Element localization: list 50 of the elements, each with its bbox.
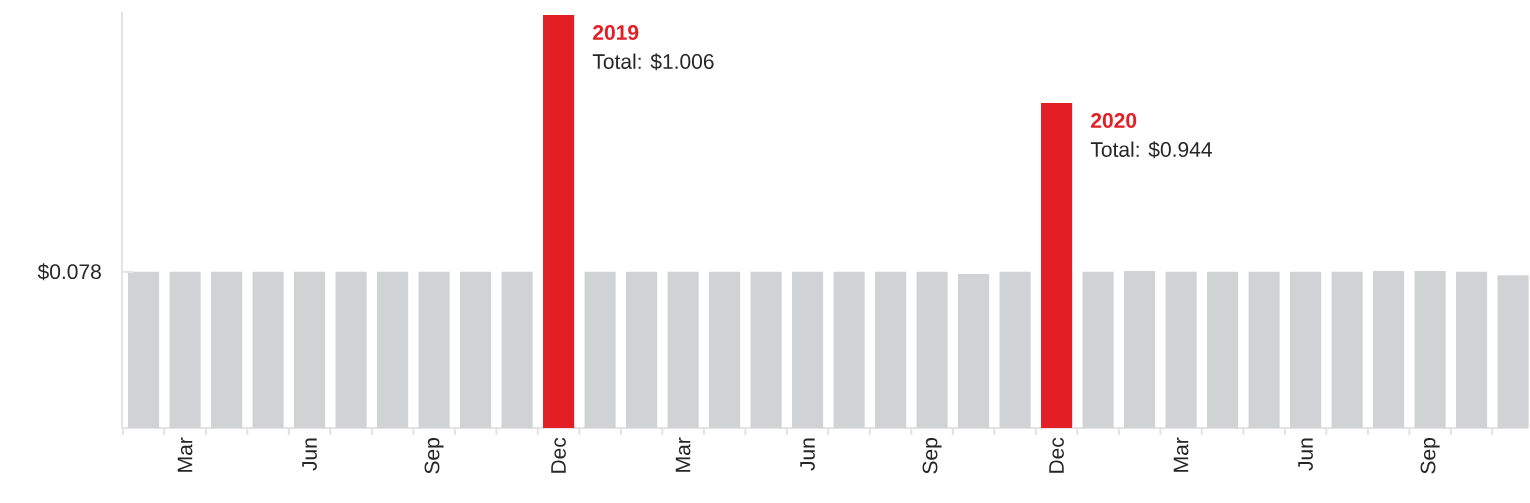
bar (128, 271, 160, 428)
bar (792, 271, 824, 428)
x-tick-label: Sep (922, 438, 942, 474)
bar (916, 271, 948, 428)
x-tick-label: Dec (1049, 437, 1064, 473)
bar (460, 271, 492, 428)
text: $0.078 (37, 263, 101, 281)
bar (750, 271, 782, 428)
x-tick-label: Sep (424, 438, 444, 474)
bar (1414, 271, 1446, 428)
bar (335, 271, 367, 428)
bar (626, 271, 658, 428)
bar (1082, 271, 1114, 428)
bar (1124, 271, 1156, 428)
bar (958, 273, 990, 428)
bar (252, 271, 284, 428)
bar (999, 271, 1031, 428)
x-tick-label: Mar (675, 437, 691, 472)
bar (1290, 271, 1322, 428)
x-tick-label: Jun (1298, 438, 1313, 471)
x-tick-label: Mar (1173, 437, 1189, 472)
bar (543, 14, 575, 428)
bar (501, 271, 533, 428)
bar (1165, 271, 1197, 428)
annotation: Total: $1.006 (592, 53, 714, 71)
x-tick-label: Sep (1420, 438, 1440, 474)
annotation: 2020 (1091, 113, 1137, 128)
bar (418, 271, 450, 428)
bar (1248, 271, 1280, 428)
bar (833, 271, 865, 428)
x-tick-label: Jun (302, 438, 317, 471)
annotation: Total: $0.944 (1090, 141, 1212, 159)
x-tick-label: Mar (177, 437, 193, 472)
bar (1331, 271, 1363, 428)
bar (1373, 271, 1405, 428)
x-tick-label: Jun (800, 438, 815, 471)
annotation: 2019 (593, 25, 639, 40)
bar (1497, 275, 1529, 428)
bar (169, 271, 201, 428)
bar (709, 271, 741, 428)
bar (584, 271, 616, 428)
bar (875, 271, 907, 428)
bar (1207, 271, 1239, 428)
bar (1041, 102, 1073, 428)
bar (377, 271, 409, 428)
bar (294, 271, 326, 428)
x-tick-label: Dec (551, 437, 566, 473)
bar (1456, 271, 1488, 428)
bar (211, 271, 243, 428)
bar (667, 271, 699, 428)
